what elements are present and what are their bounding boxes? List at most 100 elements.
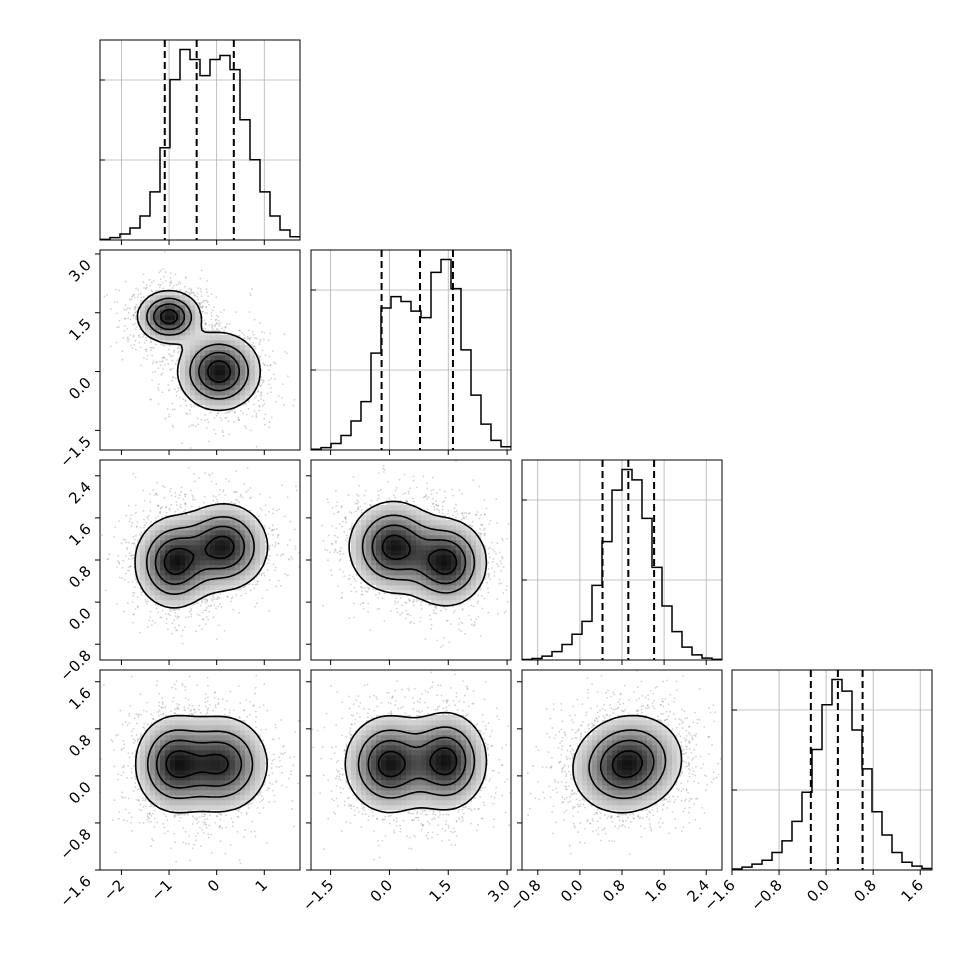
density-cell: [240, 390, 246, 396]
scatter-point: [246, 467, 249, 469]
density-cell: [195, 525, 201, 531]
scatter-point: [242, 586, 245, 589]
scatter-point: [135, 348, 137, 351]
scatter-point: [281, 383, 284, 386]
scatter-point: [262, 572, 265, 574]
scatter-point: [210, 312, 213, 315]
scatter-point: [251, 583, 254, 586]
scatter-point: [130, 298, 133, 301]
density-cell: [190, 355, 196, 361]
density-cell: [215, 400, 221, 406]
density-cell: [240, 525, 246, 531]
scatter-point: [210, 598, 213, 601]
scatter-point: [208, 324, 211, 326]
density-cell: [220, 570, 226, 576]
scatter-point: [171, 408, 174, 411]
scatter-point: [470, 618, 472, 621]
density-cell: [155, 295, 161, 301]
density-cell: [170, 570, 176, 576]
scatter-point: [168, 348, 170, 351]
scatter-point: [173, 285, 175, 287]
scatter-point: [197, 292, 200, 295]
scatter-point: [483, 513, 486, 516]
scatter-point: [206, 418, 209, 421]
scatter-point: [115, 603, 118, 606]
scatter-point: [264, 514, 267, 516]
density-cell: [140, 325, 146, 331]
scatter-point: [259, 394, 262, 397]
density-cell: [195, 320, 201, 326]
density-cell: [250, 520, 256, 526]
density-cell: [215, 510, 221, 516]
density-cell: [255, 360, 261, 366]
scatter-point: [135, 326, 138, 328]
scatter-point: [259, 338, 262, 341]
scatter-point: [282, 404, 285, 407]
scatter-point: [246, 337, 249, 340]
density-cell: [205, 380, 211, 386]
scatter-point: [135, 511, 137, 514]
scatter-point: [226, 595, 229, 598]
density-cell: [205, 565, 211, 571]
density-cell: [190, 345, 196, 351]
density-cell: [250, 550, 256, 556]
scatter-point: [163, 357, 166, 360]
scatter-point: [274, 378, 276, 381]
scatter-point: [172, 351, 175, 353]
scatter-point: [158, 283, 161, 286]
density-cell: [210, 345, 216, 351]
scatter-point: [131, 542, 134, 545]
scatter-point: [136, 595, 139, 598]
scatter-point: [129, 565, 132, 568]
density-cell: [215, 545, 221, 551]
density-cell: [165, 570, 171, 576]
scatter-point: [121, 358, 124, 361]
scatter-point: [181, 629, 184, 632]
scatter-point: [280, 484, 283, 487]
scatter-point: [204, 623, 207, 625]
scatter-point: [169, 487, 172, 490]
scatter-point: [190, 505, 193, 508]
scatter-point: [272, 563, 275, 566]
density-cell: [190, 375, 196, 381]
scatter-point: [293, 597, 295, 599]
density-cell: [205, 585, 211, 591]
density-cell: [210, 510, 216, 516]
density-cell: [245, 520, 251, 526]
density-cell: [160, 565, 166, 571]
density-cell: [220, 340, 226, 346]
density-cell: [230, 520, 236, 526]
scatter-point: [213, 428, 216, 431]
density-cell: [180, 600, 186, 606]
scatter-point: [193, 405, 196, 407]
density-cell: [150, 565, 156, 571]
density-cell: [170, 295, 176, 301]
scatter-point: [215, 638, 218, 640]
density-cell: [135, 550, 141, 556]
density-cell: [250, 570, 256, 576]
scatter-point: [118, 319, 121, 322]
scatter-point: [201, 611, 204, 614]
contour-line: [152, 303, 241, 392]
density-cell: [155, 580, 161, 586]
scatter-point: [160, 616, 163, 619]
density-cell: [205, 520, 211, 526]
scatter-point: [178, 494, 181, 497]
scatter-point: [177, 283, 180, 285]
scatter-point: [210, 293, 213, 296]
scatter-point: [378, 591, 381, 594]
scatter-point: [130, 525, 133, 527]
scatter-point: [198, 506, 201, 508]
scatter-point: [204, 312, 207, 314]
density-cell: [200, 330, 206, 336]
density-cell: [150, 530, 156, 536]
scatter-point: [174, 495, 177, 498]
density-cell: [195, 400, 201, 406]
scatter-point: [169, 272, 172, 275]
density-cell: [250, 390, 256, 396]
scatter-point: [113, 535, 116, 538]
density-cell: [195, 560, 201, 566]
density-cell: [170, 330, 176, 336]
histogram-step: [100, 48, 300, 241]
density-cell: [180, 545, 186, 551]
